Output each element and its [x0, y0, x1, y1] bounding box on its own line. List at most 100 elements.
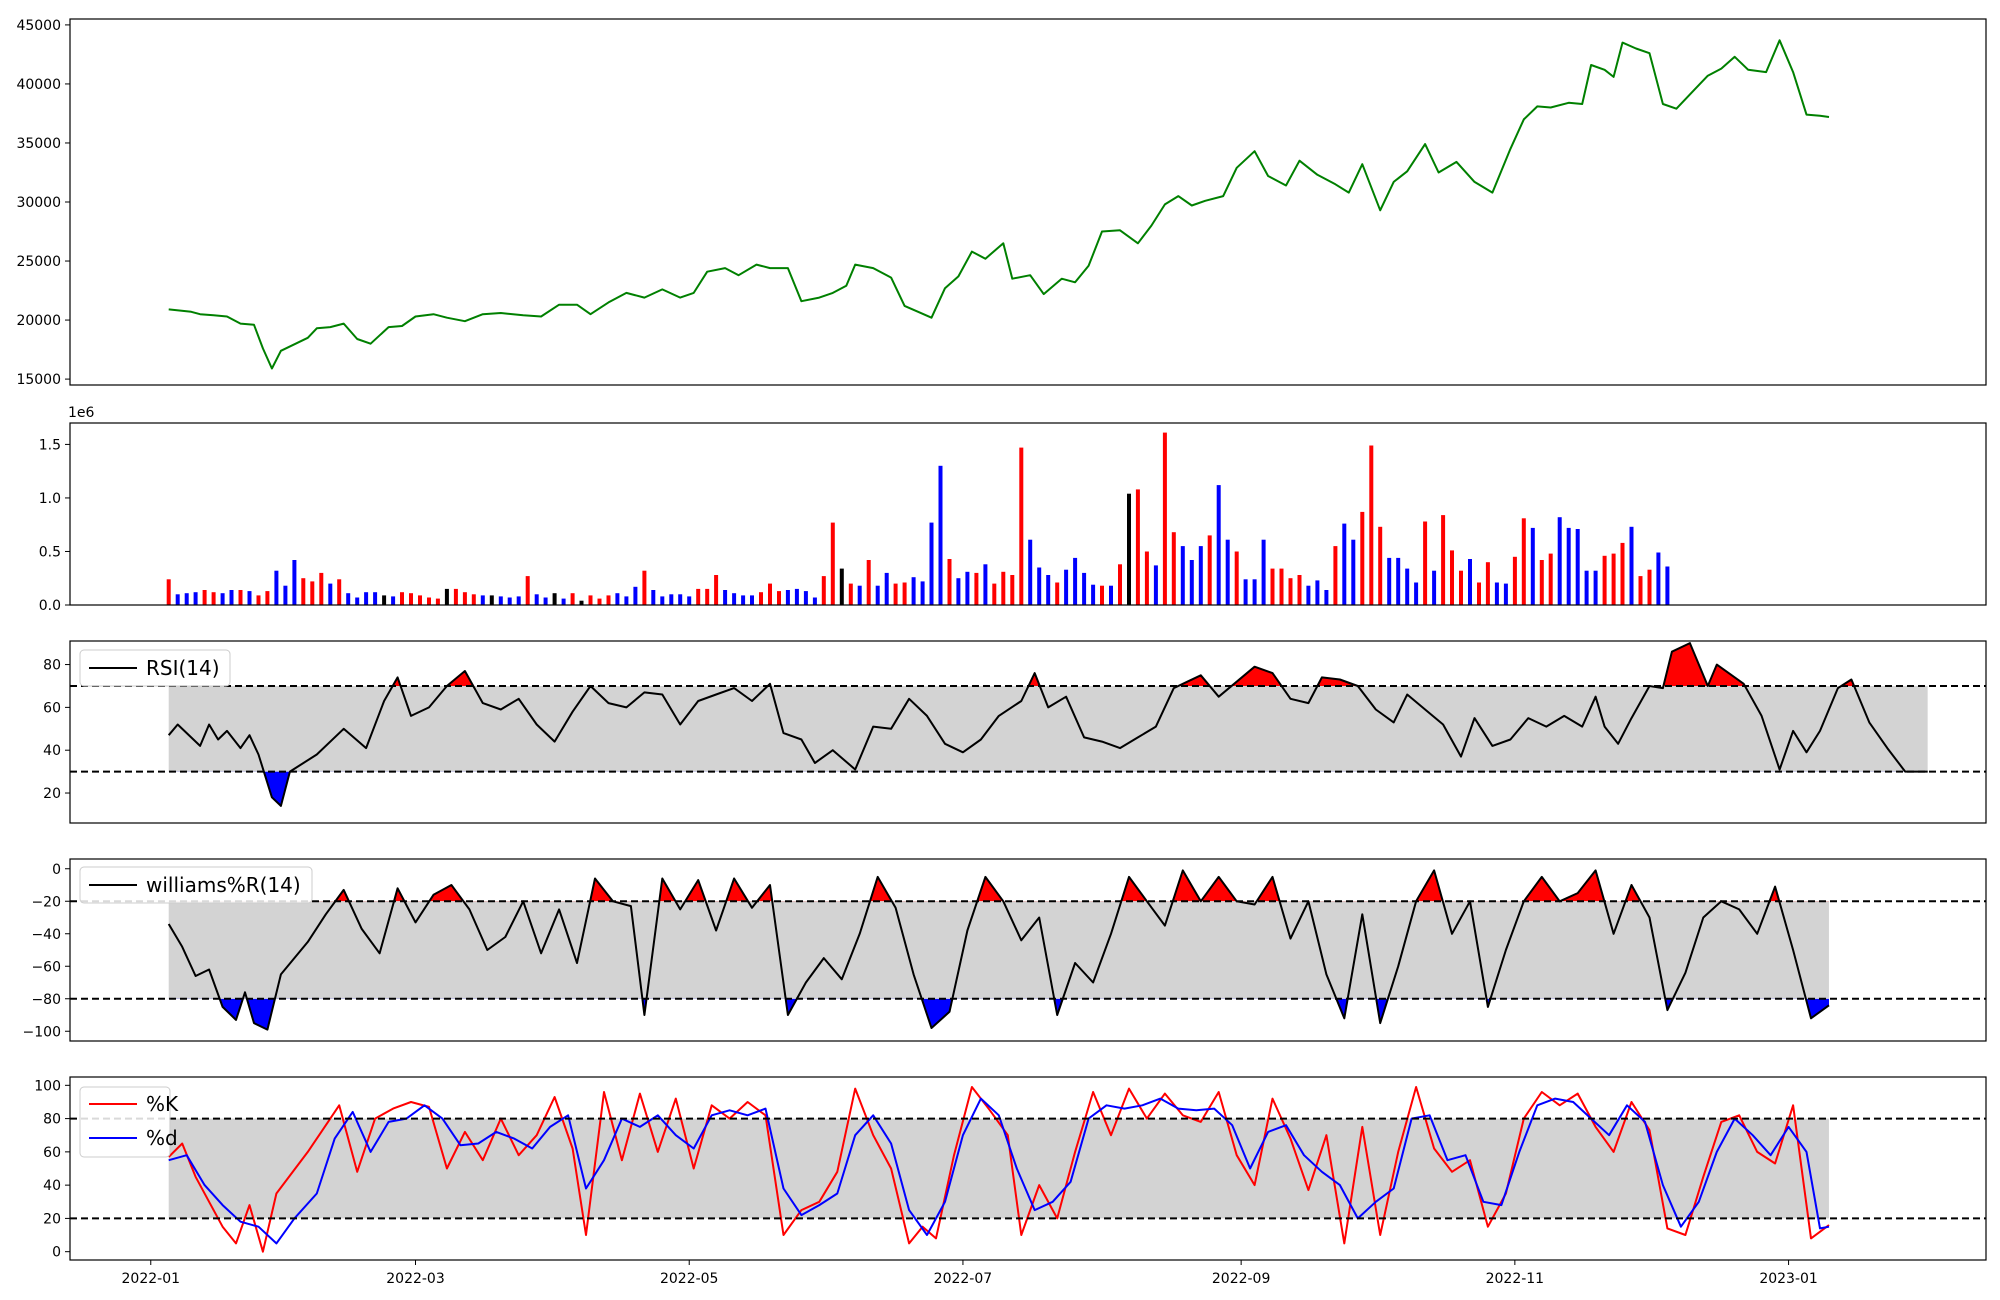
volume-bar [1423, 521, 1428, 605]
volume-bar [1162, 432, 1167, 605]
volume-bar [992, 583, 997, 605]
price-ytick-label: 20000 [16, 313, 61, 329]
xtick-label: 2023-01 [1759, 1271, 1818, 1287]
rsi-oversold-fill [263, 771, 290, 806]
volume-bar [462, 592, 467, 605]
volume-bar [579, 600, 584, 605]
volume-bar [1620, 542, 1625, 605]
volume-bar [714, 575, 719, 605]
volume-bar [920, 581, 925, 605]
volume-bar [651, 590, 656, 605]
volume-bar [480, 595, 485, 605]
volume-bar [812, 597, 817, 605]
volume-bar [202, 590, 207, 605]
volume-bar [1279, 568, 1284, 605]
volume-bar [1189, 560, 1194, 605]
volume-offset-label: 1e6 [68, 405, 95, 421]
volume-bar [1351, 539, 1356, 605]
volume-bar [1180, 546, 1185, 605]
volume-bar [561, 598, 566, 605]
stoch-ytick-label: 60 [43, 1145, 61, 1161]
volume-bar [310, 581, 315, 605]
volume-bar [1207, 535, 1212, 605]
volume-bar [830, 522, 835, 605]
volume-bar [803, 591, 808, 605]
rsi-ytick-label: 40 [43, 743, 61, 759]
price-ytick-label: 35000 [16, 136, 61, 152]
rsi-legend-box [79, 649, 231, 687]
volume-bar [678, 594, 683, 605]
volume-bar [427, 597, 431, 605]
volume-bar [1557, 517, 1562, 605]
volume-bar [301, 578, 306, 605]
price-line-panel: 15000 20000 25000 30000 35000 40000 45000 [16, 18, 1987, 388]
williams-frame [69, 858, 1987, 1042]
volume-bar [570, 593, 575, 605]
k-legend-label: %K [146, 1092, 179, 1116]
volume-bar [1638, 576, 1643, 605]
volume-bar [768, 583, 772, 605]
volume-bar [615, 593, 620, 605]
stoch-ytick-label: 100 [34, 1078, 61, 1094]
williams-ytick-label: −20 [31, 894, 61, 910]
volume-bar [1001, 571, 1006, 605]
xtick-label: 2022-11 [1486, 1271, 1545, 1287]
volume-bar [866, 560, 871, 605]
volume-bar [1378, 526, 1383, 605]
stoch-ytick-label: 0 [52, 1245, 61, 1261]
volume-bar [759, 592, 763, 605]
volume-bar [974, 572, 979, 605]
volume-bar [1503, 583, 1508, 605]
williams-ytick-label: −80 [31, 992, 61, 1008]
xtick-label: 2022-03 [386, 1271, 445, 1287]
rsi-legend-label: RSI(14) [146, 656, 220, 680]
volume-bar [1055, 582, 1060, 605]
stoch-plot-area [70, 1086, 1986, 1253]
volume-bar [265, 591, 270, 605]
williams-ytick-label: −60 [31, 959, 61, 975]
volume-bar [1584, 570, 1589, 605]
rsi-series-line-0 [167, 642, 1928, 807]
volume-bar [184, 593, 189, 605]
volume-bar [1127, 493, 1131, 605]
stoch-ytick-label: 80 [43, 1112, 61, 1128]
volume-bar [1019, 447, 1024, 605]
volume-bar [247, 591, 252, 605]
volume-bar-panel: 1e6 0.0 0.5 1.0 1.5 [39, 405, 1987, 614]
volume-bar [552, 593, 557, 605]
volume-bar [597, 598, 602, 605]
volume-bar [1144, 551, 1149, 605]
volume-bar [1315, 580, 1320, 605]
volume-bar [857, 585, 862, 605]
volume-bar [1234, 551, 1239, 605]
volume-bar [175, 594, 180, 605]
volume-bar [1028, 539, 1033, 605]
williams-legend-label: williams%R(14) [146, 873, 301, 897]
d-legend-label: %d [146, 1126, 178, 1150]
volume-bar [1521, 518, 1526, 605]
price-ytick-label: 40000 [16, 77, 61, 93]
volume-bar [435, 598, 440, 605]
volume-bar [1369, 445, 1374, 605]
volume-bar [1288, 578, 1293, 605]
volume-bar [471, 594, 476, 605]
williams-ytick-label: 0 [52, 862, 61, 878]
volume-bar [543, 597, 548, 605]
volume-bar [794, 588, 799, 605]
volume-bar [893, 583, 898, 605]
volume-bar [1593, 570, 1598, 605]
volume-bar [1468, 559, 1472, 605]
volume-ytick-label: 1.5 [39, 437, 61, 453]
williams-series-line-0 [167, 869, 1830, 1031]
volume-bar [1530, 527, 1535, 605]
volume-bar [1441, 515, 1446, 605]
volume-bar [1539, 560, 1544, 605]
price-ytick-label: 15000 [16, 372, 61, 388]
volume-bar [1216, 485, 1221, 605]
rsi-band [168, 685, 1928, 772]
volume-plot-area [166, 432, 1670, 605]
williams-plot-area [70, 869, 1986, 1031]
volume-bar [723, 590, 728, 605]
volume-bar [292, 560, 297, 605]
